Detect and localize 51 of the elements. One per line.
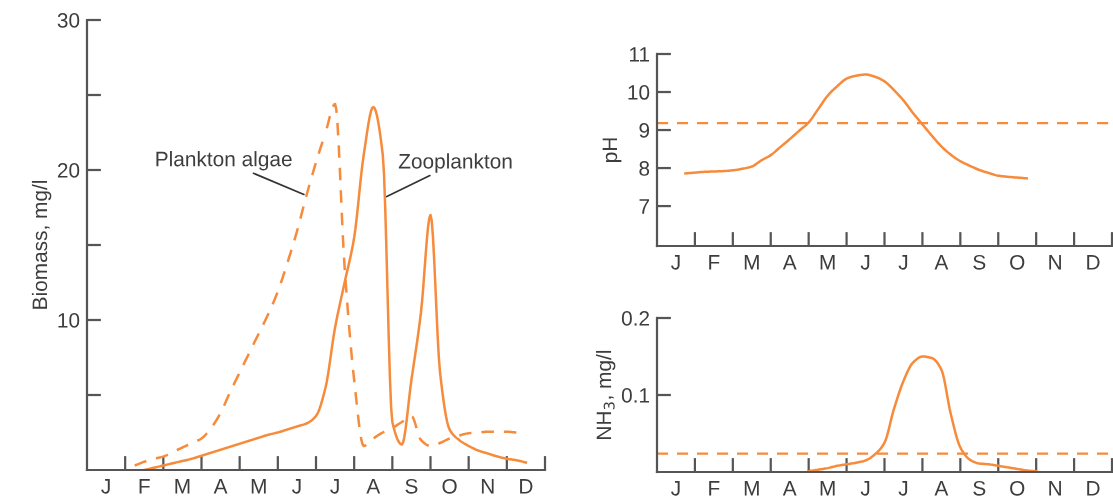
x-tick-label: O [1010,480,1025,496]
x-tick-label: D [1087,481,1100,496]
y-tick-label: 10 [628,85,650,100]
x-tick-label: S [973,480,986,496]
x-tick-label: M [251,479,266,494]
x-tick-label: M [820,481,835,496]
x-tick-label: S [405,478,418,494]
y-tick-label: 11 [630,47,650,62]
x-tick-label: A [213,479,228,494]
y-tick-label: 20 [57,163,80,178]
x-tick-label: M [744,255,759,270]
x-tick-label: A [366,479,381,494]
annotation: Plankton algae [156,151,292,171]
y-tick-label: 9 [639,123,650,138]
x-tick-label: J [101,479,110,494]
y-tick-label: 30 [57,13,80,28]
y-axis-title: NH$_{3}$, mg/l [595,350,616,439]
x-tick-label: J [671,481,680,496]
x-tick-label: F [709,255,720,270]
x-tick-label: J [860,255,870,270]
x-tick-label: F [709,481,720,496]
y-tick-label: 8 [639,161,650,176]
x-tick-label: A [934,255,949,270]
y-tick-label: 0.1 [621,388,650,403]
x-tick-label: D [1087,255,1100,270]
x-tick-label: J [330,479,339,494]
x-tick-label: F [139,479,150,494]
y-axis-title: Biomass, mg/l [31,180,52,309]
annotation: Zooplankton [398,153,512,173]
x-tick-label: A [782,255,797,270]
x-tick-label: J [671,255,680,270]
x-tick-label: D [520,479,533,494]
y-axis-title: pH [602,138,622,162]
x-tick-label: N [1049,481,1061,496]
x-tick-label: M [744,481,759,496]
x-tick-label: S [973,254,986,270]
y-tick-label: 7 [639,199,650,214]
y-tick-label: 0.2 [621,311,650,326]
x-tick-label: J [898,255,908,270]
x-tick-label: O [442,478,457,494]
x-tick-label: A [934,481,949,496]
x-tick-label: J [898,481,908,496]
x-tick-label: N [1049,255,1061,270]
x-tick-label: N [481,479,494,494]
x-tick-label: J [292,479,301,494]
x-tick-label: O [1010,254,1025,270]
x-tick-label: A [782,481,797,496]
y-tick-label: 10 [58,313,80,328]
x-tick-label: J [860,481,870,496]
x-tick-label: M [820,255,835,270]
x-tick-label: M [175,479,190,494]
